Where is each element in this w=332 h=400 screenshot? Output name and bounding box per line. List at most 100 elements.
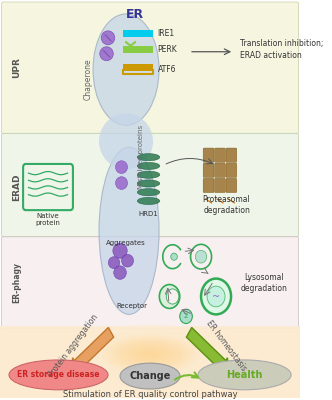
FancyBboxPatch shape <box>2 133 298 237</box>
FancyBboxPatch shape <box>0 387 300 388</box>
FancyBboxPatch shape <box>0 370 300 371</box>
FancyBboxPatch shape <box>0 375 300 376</box>
FancyBboxPatch shape <box>226 148 237 162</box>
Ellipse shape <box>129 346 171 363</box>
FancyBboxPatch shape <box>203 148 214 162</box>
FancyBboxPatch shape <box>0 346 300 347</box>
Ellipse shape <box>105 336 195 372</box>
FancyBboxPatch shape <box>0 391 300 392</box>
FancyBboxPatch shape <box>0 392 300 394</box>
FancyBboxPatch shape <box>0 383 300 384</box>
Ellipse shape <box>131 348 169 368</box>
FancyBboxPatch shape <box>214 178 225 193</box>
FancyBboxPatch shape <box>0 331 300 332</box>
Text: Receptor: Receptor <box>117 303 147 309</box>
Bar <box>123 64 153 71</box>
Ellipse shape <box>201 278 231 314</box>
Ellipse shape <box>113 243 127 258</box>
FancyBboxPatch shape <box>0 361 300 362</box>
Ellipse shape <box>117 341 183 368</box>
FancyBboxPatch shape <box>0 365 300 366</box>
Bar <box>123 46 153 53</box>
Text: ER homeostasis: ER homeostasis <box>205 319 248 373</box>
Text: ERAD: ERAD <box>12 173 21 201</box>
Text: HRD1: HRD1 <box>139 211 158 217</box>
FancyBboxPatch shape <box>0 338 300 339</box>
Text: ATF6: ATF6 <box>158 65 176 74</box>
FancyBboxPatch shape <box>0 345 300 346</box>
FancyBboxPatch shape <box>0 352 300 353</box>
Ellipse shape <box>101 31 115 45</box>
Text: Native
protein: Native protein <box>36 213 60 226</box>
Ellipse shape <box>116 161 127 174</box>
Ellipse shape <box>120 363 180 389</box>
Ellipse shape <box>137 171 160 178</box>
Ellipse shape <box>108 257 120 269</box>
FancyArrow shape <box>186 328 228 373</box>
FancyBboxPatch shape <box>2 2 298 133</box>
Ellipse shape <box>114 266 126 279</box>
FancyBboxPatch shape <box>0 332 300 334</box>
FancyBboxPatch shape <box>0 366 300 367</box>
FancyBboxPatch shape <box>0 336 300 337</box>
FancyBboxPatch shape <box>0 397 300 398</box>
FancyBboxPatch shape <box>214 148 225 162</box>
Ellipse shape <box>109 337 191 379</box>
Ellipse shape <box>122 254 133 267</box>
FancyBboxPatch shape <box>0 390 300 391</box>
Text: Proteasomal
degradation: Proteasomal degradation <box>203 195 250 215</box>
FancyArrow shape <box>72 328 114 373</box>
Ellipse shape <box>180 309 192 324</box>
FancyBboxPatch shape <box>0 377 300 378</box>
FancyBboxPatch shape <box>0 369 300 370</box>
FancyBboxPatch shape <box>0 328 300 329</box>
FancyBboxPatch shape <box>214 163 225 178</box>
Text: Change: Change <box>129 371 171 381</box>
FancyBboxPatch shape <box>0 368 300 369</box>
FancyBboxPatch shape <box>0 358 300 360</box>
Text: IRE1: IRE1 <box>158 29 175 38</box>
FancyBboxPatch shape <box>0 339 300 340</box>
Ellipse shape <box>99 147 159 314</box>
Ellipse shape <box>87 326 213 391</box>
Ellipse shape <box>83 323 217 393</box>
FancyBboxPatch shape <box>0 329 300 330</box>
FancyBboxPatch shape <box>2 237 298 328</box>
FancyBboxPatch shape <box>0 379 300 380</box>
Ellipse shape <box>141 350 159 358</box>
Ellipse shape <box>145 352 155 356</box>
FancyBboxPatch shape <box>203 163 214 178</box>
Ellipse shape <box>145 355 155 361</box>
FancyBboxPatch shape <box>0 394 300 395</box>
FancyBboxPatch shape <box>0 355 300 356</box>
FancyBboxPatch shape <box>0 362 300 363</box>
Text: UPR: UPR <box>12 57 21 78</box>
Bar <box>0 326 300 398</box>
Ellipse shape <box>125 344 175 364</box>
FancyBboxPatch shape <box>0 341 300 342</box>
FancyBboxPatch shape <box>226 178 237 193</box>
Text: Health: Health <box>226 370 263 380</box>
Ellipse shape <box>118 342 182 375</box>
FancyBboxPatch shape <box>0 353 300 354</box>
FancyBboxPatch shape <box>0 389 300 390</box>
Ellipse shape <box>99 114 153 169</box>
FancyBboxPatch shape <box>0 347 300 348</box>
Ellipse shape <box>96 330 204 386</box>
Ellipse shape <box>109 338 191 371</box>
FancyBboxPatch shape <box>0 381 300 382</box>
Text: ER: ER <box>126 8 144 21</box>
FancyBboxPatch shape <box>0 344 300 345</box>
Ellipse shape <box>137 154 160 161</box>
Text: Lysosomal
degradation: Lysosomal degradation <box>241 272 288 293</box>
Ellipse shape <box>137 197 160 204</box>
FancyBboxPatch shape <box>0 327 300 328</box>
FancyBboxPatch shape <box>0 356 300 357</box>
Ellipse shape <box>9 360 108 390</box>
FancyBboxPatch shape <box>0 388 300 389</box>
FancyBboxPatch shape <box>0 340 300 341</box>
FancyBboxPatch shape <box>0 380 300 381</box>
FancyBboxPatch shape <box>0 372 300 373</box>
Ellipse shape <box>127 346 173 370</box>
FancyBboxPatch shape <box>0 350 300 352</box>
